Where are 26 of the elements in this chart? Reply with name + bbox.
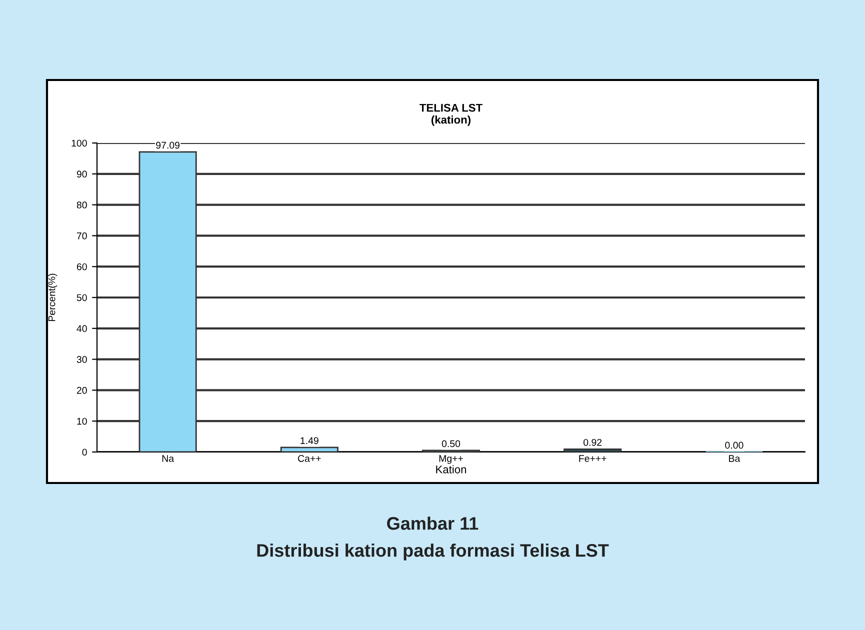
x-tick-label: Ba <box>729 455 740 462</box>
y-tick-label: 10 <box>77 418 87 425</box>
y-tick-label: 20 <box>76 386 87 394</box>
y-tick-label: 60 <box>76 263 87 270</box>
x-tick-label: Na <box>162 455 174 462</box>
x-axis-title: Kation <box>436 465 466 474</box>
x-tick-label: Mg++ <box>439 455 463 464</box>
chart-title: TELISA LST (kation) <box>420 104 482 126</box>
y-tick-label: 80 <box>76 202 87 208</box>
data-label: 0.00 <box>725 442 744 449</box>
y-tick-label: 100 <box>72 140 87 147</box>
data-label: 97.09 <box>156 142 180 149</box>
text: Distribusi kation pada formasi Telisa LST <box>257 544 609 560</box>
data-label: 1.49 <box>300 437 318 444</box>
y-tick-label: 50 <box>76 294 87 302</box>
data-label: 0.92 <box>584 438 602 446</box>
y-tick-label: 30 <box>76 356 87 363</box>
y-tick-label: 40 <box>76 325 87 332</box>
y-tick-label: 70 <box>76 232 87 240</box>
data-label: 0.50 <box>442 440 460 448</box>
text: Gambar 11 <box>387 516 478 530</box>
y-axis-title: Percent(%) <box>48 274 58 322</box>
x-tick-label: Fe+++ <box>579 455 606 462</box>
y-tick-label: 90 <box>76 170 87 178</box>
y-tick-label: 0 <box>82 448 87 456</box>
x-tick-label: Ca++ <box>298 455 321 462</box>
